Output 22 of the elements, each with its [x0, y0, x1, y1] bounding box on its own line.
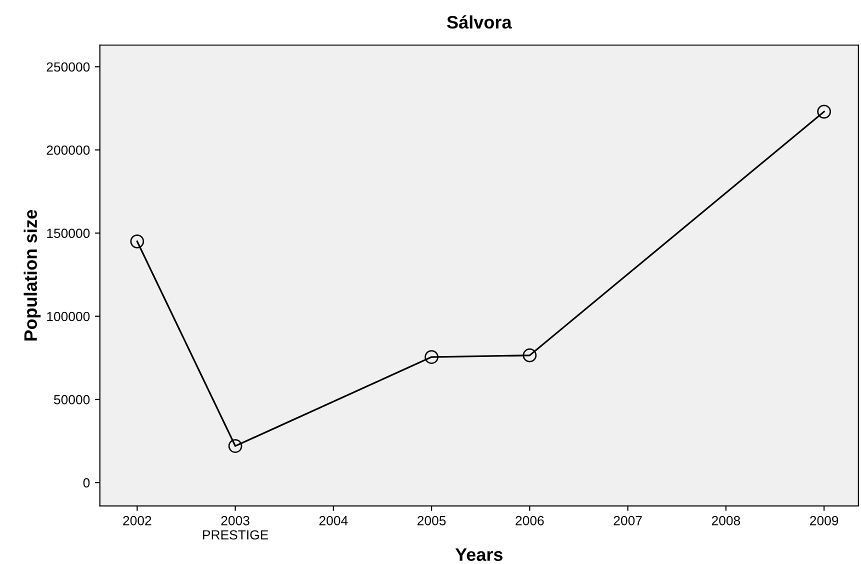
y-tick-label: 150000: [47, 228, 90, 238]
point: [817, 104, 832, 119]
x-axis-title: Years: [455, 548, 503, 561]
x-tick-label: 2005: [418, 516, 446, 526]
chart-title: Sálvora: [447, 15, 512, 29]
point: [424, 350, 438, 364]
x-tick-label: 2004: [319, 516, 348, 526]
x-tick-label: 2007: [614, 516, 642, 526]
point: [130, 234, 144, 248]
x-tick-label: 2003 PRESTIGE: [203, 516, 268, 540]
y-axis-title: Population size: [24, 210, 41, 341]
x-tick-label: 2009: [810, 516, 838, 526]
x-tick-label: 2002: [123, 516, 152, 526]
point: [228, 439, 242, 453]
point: [522, 348, 537, 362]
x-tick-label: 2006: [516, 516, 544, 526]
y-tick-label: 250000: [46, 62, 90, 72]
x-tick-label: 2008: [712, 516, 740, 526]
y-tick-label: 200000: [46, 145, 90, 155]
y-tick-label: 50000: [54, 395, 90, 404]
y-tick-label: 100000: [47, 312, 90, 322]
y-tick-label: 0: [83, 478, 90, 488]
